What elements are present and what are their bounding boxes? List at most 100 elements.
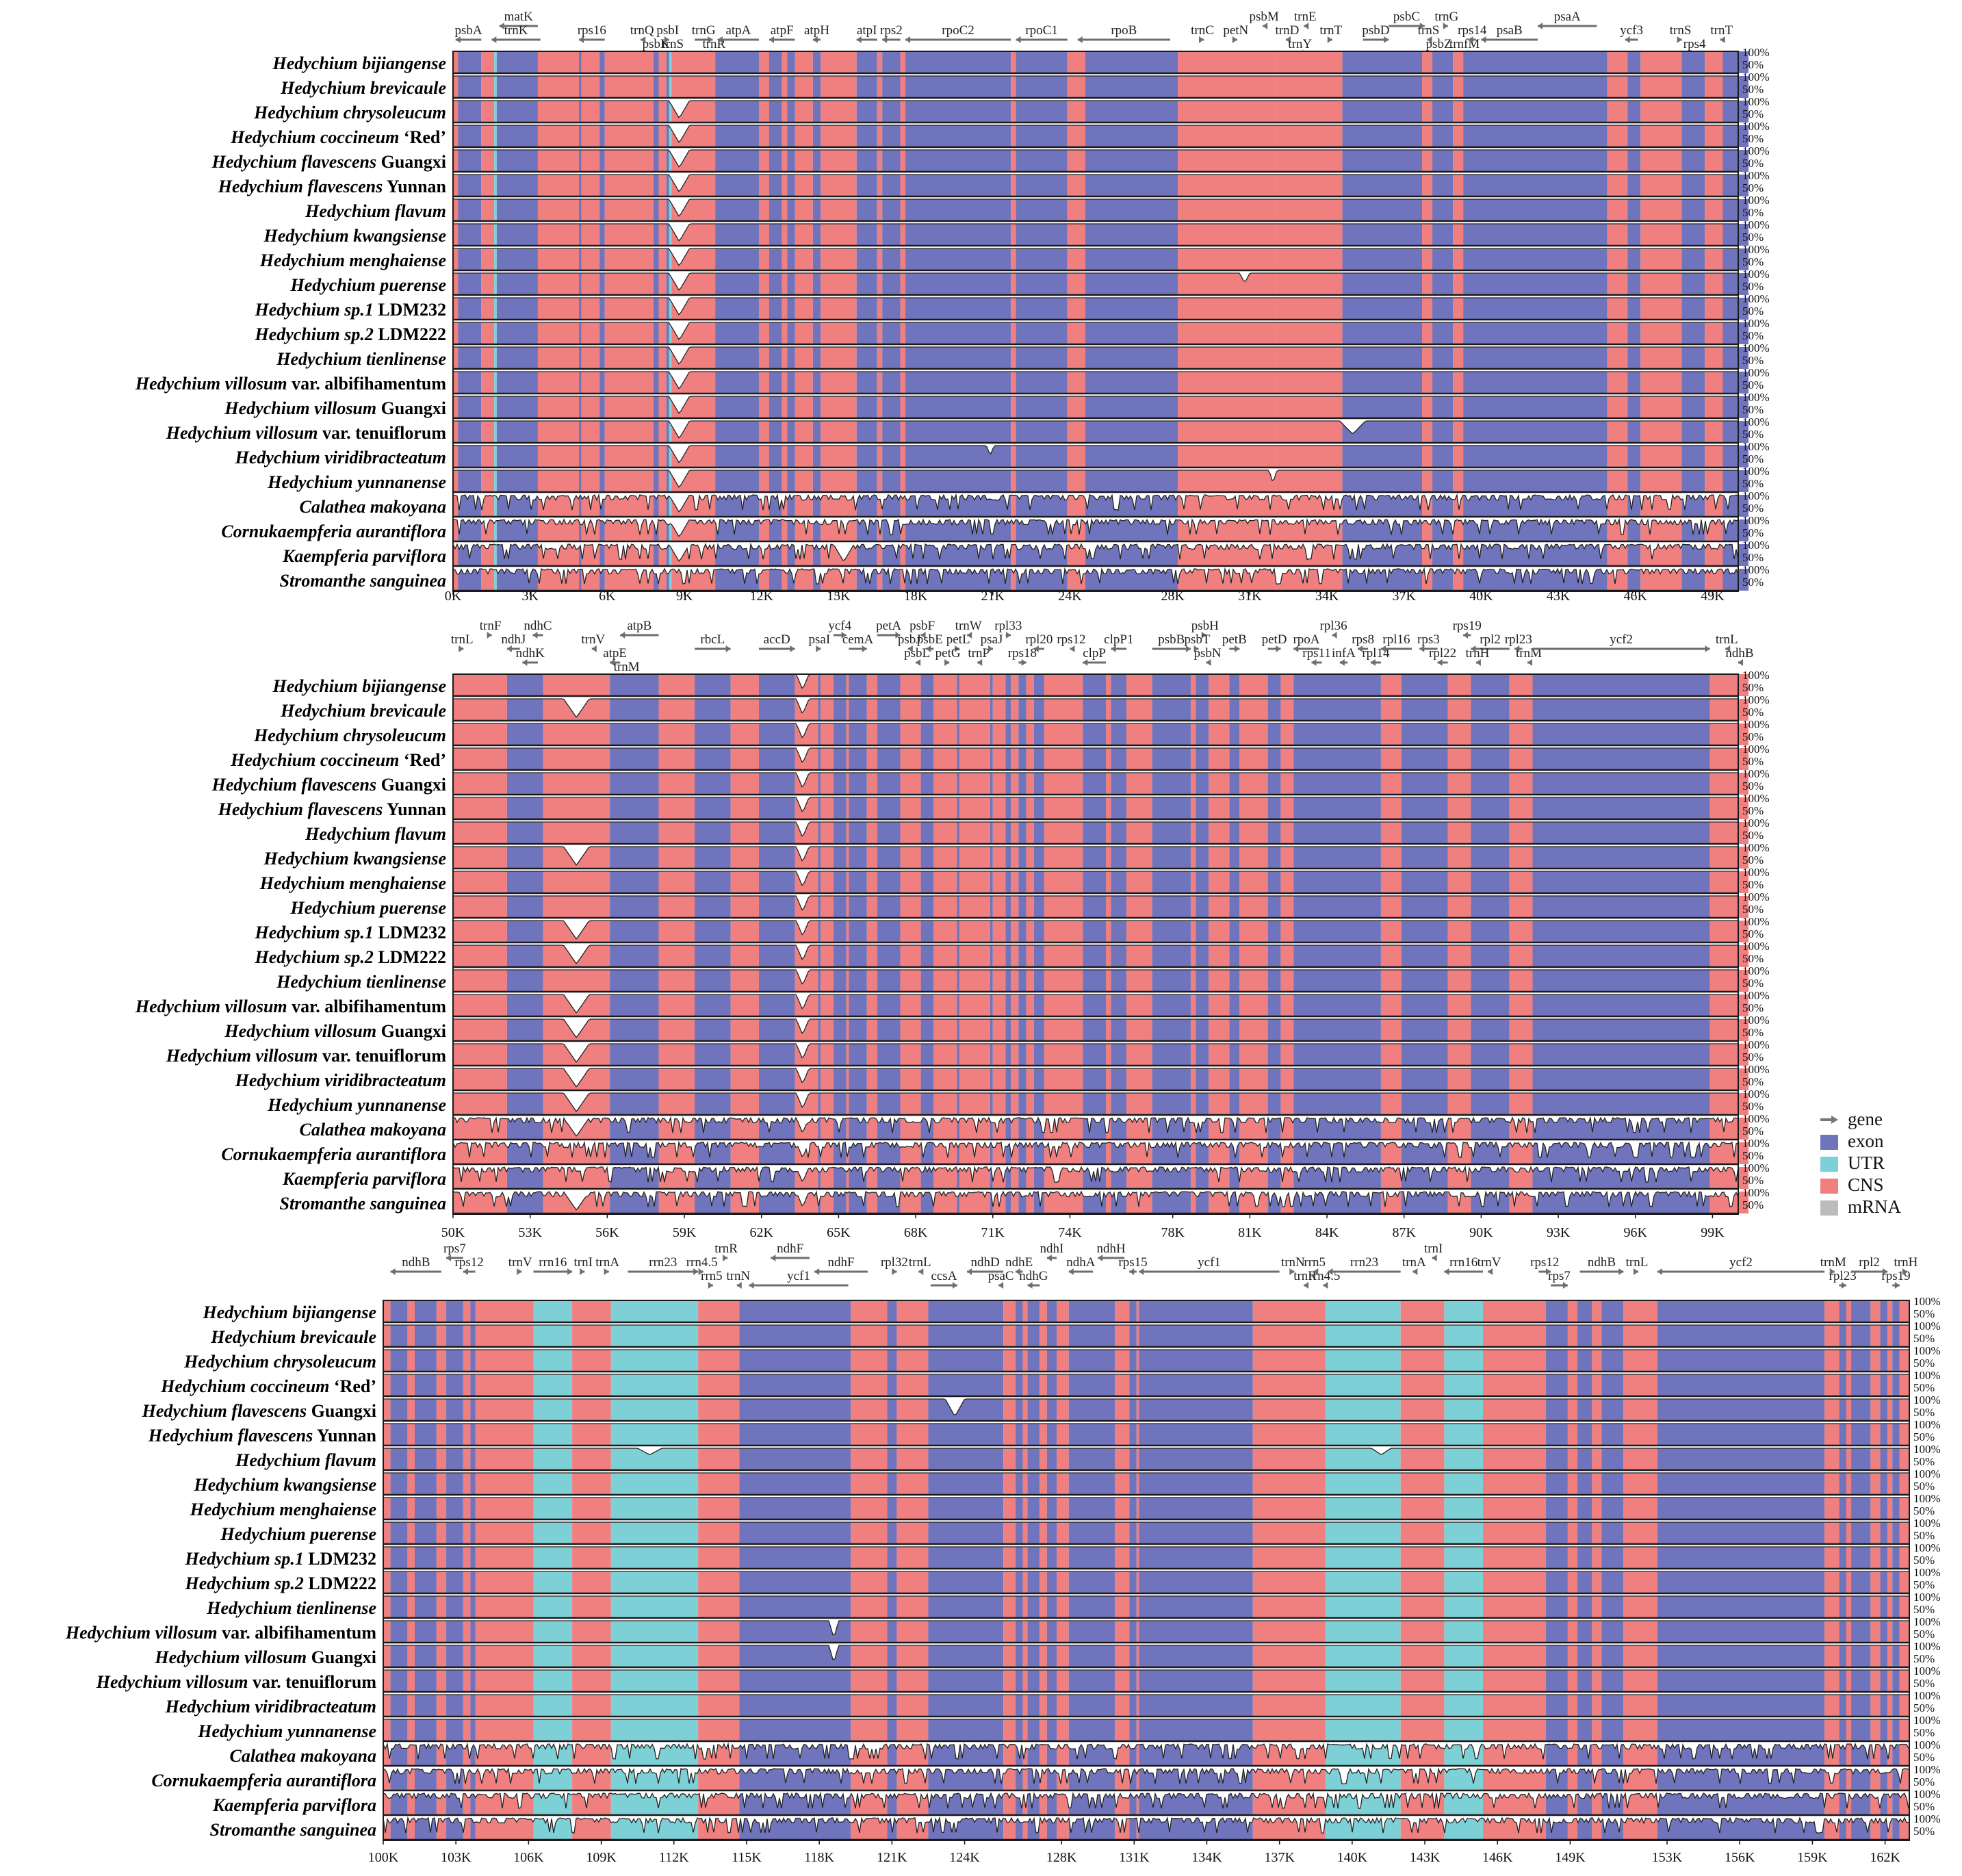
conservation-segment <box>1129 1596 1137 1618</box>
percent-tick: 50% <box>1742 477 1764 490</box>
conservation-segment <box>537 322 580 344</box>
gene-label: trnM <box>614 660 640 674</box>
conservation-segment <box>1567 1547 1578 1569</box>
conservation-segment <box>851 1374 888 1396</box>
conservation-segment <box>1657 1621 1825 1643</box>
conservation-segment <box>1005 921 1011 942</box>
gene-label: ycf2 <box>1610 632 1633 647</box>
conservation-segment <box>900 945 921 967</box>
conservation-segment <box>1880 1769 1888 1790</box>
conservation-segment <box>1846 1522 1852 1544</box>
conservation-segment <box>856 470 877 492</box>
conservation-segment <box>846 797 849 819</box>
conservation-segment <box>1509 1044 1533 1066</box>
conservation-segment <box>1483 1498 1547 1519</box>
conservation-segment <box>1026 871 1034 893</box>
gene-arrowhead <box>1328 1268 1333 1275</box>
x-tick-label: 6K <box>599 589 616 604</box>
conservation-segment <box>1003 1399 1016 1421</box>
conservation-segment <box>795 273 813 295</box>
conservation-segment <box>1011 273 1016 295</box>
conservation-segment <box>494 150 497 172</box>
gene-label: clpP <box>1083 646 1106 660</box>
conservation-segment <box>933 1093 957 1115</box>
conservation-segment <box>1044 921 1083 942</box>
conservation-segment <box>1139 1522 1253 1544</box>
conservation-segment <box>390 1399 408 1421</box>
identity-curve <box>453 698 1738 718</box>
conservation-segment <box>1068 1571 1115 1593</box>
conservation-segment <box>1705 273 1723 295</box>
conservation-segment <box>1190 797 1196 819</box>
conservation-segment <box>446 1596 463 1618</box>
conservation-segment <box>1899 1350 1909 1372</box>
conservation-segment <box>1067 470 1085 492</box>
conservation-segment <box>846 1192 849 1213</box>
conservation-segment <box>1592 1424 1602 1445</box>
conservation-segment <box>821 896 834 918</box>
conservation-segment <box>1033 1019 1044 1041</box>
conservation-segment <box>475 1522 534 1544</box>
conservation-segment <box>470 1769 476 1790</box>
conservation-segment <box>856 101 877 123</box>
conservation-segment <box>959 970 991 992</box>
conservation-segment <box>928 1522 1004 1544</box>
conservation-segment <box>849 945 867 967</box>
conservation-segment <box>1136 1571 1139 1593</box>
conservation-segment <box>658 945 695 967</box>
conservation-segment <box>877 773 901 795</box>
conservation-segment <box>900 871 921 893</box>
conservation-segment <box>669 396 672 418</box>
conservation-segment <box>415 1596 437 1618</box>
conservation-segment <box>851 1571 888 1593</box>
gene-label: ycf2 <box>1729 1255 1753 1270</box>
conservation-segment <box>1267 921 1281 942</box>
conservation-segment <box>1196 1142 1209 1164</box>
conservation-segment <box>579 51 582 73</box>
conservation-segment <box>1444 1448 1484 1470</box>
conservation-segment <box>1824 1350 1840 1372</box>
species-label: Hedychium brevicaule <box>280 701 446 721</box>
conservation-segment <box>1887 1522 1893 1544</box>
conservation-segment <box>1892 1744 1900 1766</box>
conservation-segment <box>1239 945 1268 967</box>
conservation-segment <box>475 1695 534 1717</box>
conservation-segment <box>1839 1818 1846 1840</box>
percent-tick: 100% <box>1913 1714 1941 1727</box>
conservation-segment <box>1640 273 1682 295</box>
conservation-segment <box>957 847 959 869</box>
gene-arrowhead <box>1185 645 1191 652</box>
conservation-segment <box>1471 699 1510 721</box>
conservation-segment <box>1851 1719 1871 1741</box>
conservation-segment <box>821 322 857 344</box>
conservation-segment <box>1401 921 1448 942</box>
conservation-segment <box>1709 822 1749 844</box>
conservation-segment <box>877 723 901 745</box>
conservation-segment <box>1067 372 1085 394</box>
conservation-segment <box>579 248 582 270</box>
conservation-segment <box>846 921 849 942</box>
conservation-segment <box>758 347 769 369</box>
conservation-segment <box>1681 273 1705 295</box>
conservation-segment <box>407 1571 415 1593</box>
x-tick-label: 84K <box>1315 1225 1339 1240</box>
percent-tick: 100% <box>1742 718 1770 731</box>
conservation-segment <box>572 1571 611 1593</box>
conservation-segment <box>1178 446 1276 467</box>
conservation-segment <box>1846 1399 1852 1421</box>
conservation-segment <box>581 101 600 123</box>
conservation-segment <box>812 421 821 443</box>
conservation-segment <box>1824 1424 1840 1445</box>
conservation-segment <box>1601 1473 1624 1495</box>
conservation-segment <box>1846 1300 1852 1322</box>
conservation-segment <box>610 871 659 893</box>
conservation-segment <box>610 1719 628 1741</box>
conservation-segment <box>1280 1068 1294 1090</box>
conservation-segment <box>496 150 538 172</box>
conservation-segment <box>470 1350 476 1372</box>
conservation-segment <box>1592 1300 1602 1322</box>
conservation-segment <box>905 224 1011 246</box>
conservation-segment <box>1196 994 1209 1016</box>
